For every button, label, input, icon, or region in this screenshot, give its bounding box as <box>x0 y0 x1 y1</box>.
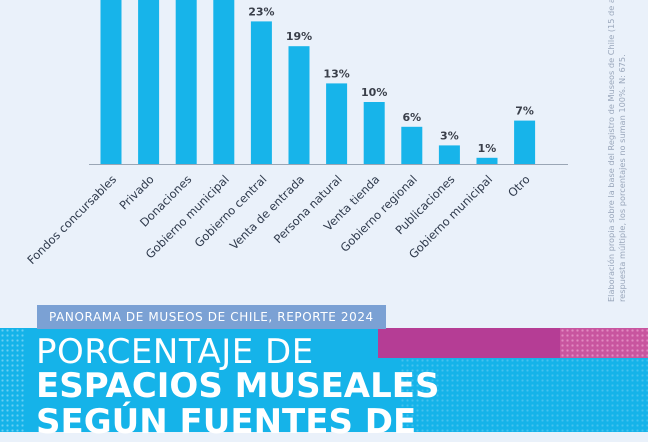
data-label-6: 13% <box>323 67 349 80</box>
bar-8 <box>401 126 423 164</box>
bar-7 <box>363 102 385 164</box>
bar-4 <box>250 21 272 165</box>
data-label-9: 3% <box>440 129 459 142</box>
bar-6 <box>326 83 348 164</box>
source-note-line-2: respuesta múltiple, los porcentajes no s… <box>617 54 627 302</box>
title-line-1: PORCENTAJE DE <box>36 332 314 372</box>
dot-pattern-right <box>400 358 648 432</box>
category-label-11: Otro <box>505 172 533 200</box>
source-note: Elaboración propia sobre la base del Reg… <box>606 0 634 302</box>
data-label-7: 10% <box>361 86 387 99</box>
bar-9 <box>438 145 460 164</box>
data-label-4: 23% <box>248 5 274 18</box>
source-note-line-1: Elaboración propia sobre la base del Reg… <box>606 0 616 302</box>
category-label-0: Fondos concursables <box>24 172 119 267</box>
data-label-11: 7% <box>515 105 534 118</box>
title-line-2: ESPACIOS MUSEALES <box>36 366 440 406</box>
bar-0 <box>100 0 122 164</box>
data-label-10: 1% <box>478 142 497 155</box>
bar-5 <box>288 46 310 165</box>
bar-2 <box>175 0 197 164</box>
bar-1 <box>138 0 160 164</box>
data-label-8: 6% <box>402 111 421 124</box>
bar-chart: Fondos concursablesPrivadoDonacionesGobi… <box>24 0 568 267</box>
dot-pattern-left <box>0 328 26 432</box>
magenta-stripe <box>378 328 560 358</box>
magenta-dot-pattern <box>560 328 648 358</box>
bar-10 <box>476 157 498 164</box>
data-label-5: 19% <box>286 30 312 43</box>
report-tag: PANORAMA DE MUSEOS DE CHILE, REPORTE 202… <box>37 305 386 329</box>
bar-3 <box>213 0 235 164</box>
category-label-6: Persona natural <box>271 172 345 246</box>
title-line-3: SEGÚN FUENTES DE <box>36 402 417 442</box>
bar-11 <box>514 120 536 164</box>
title-banner <box>0 328 648 432</box>
